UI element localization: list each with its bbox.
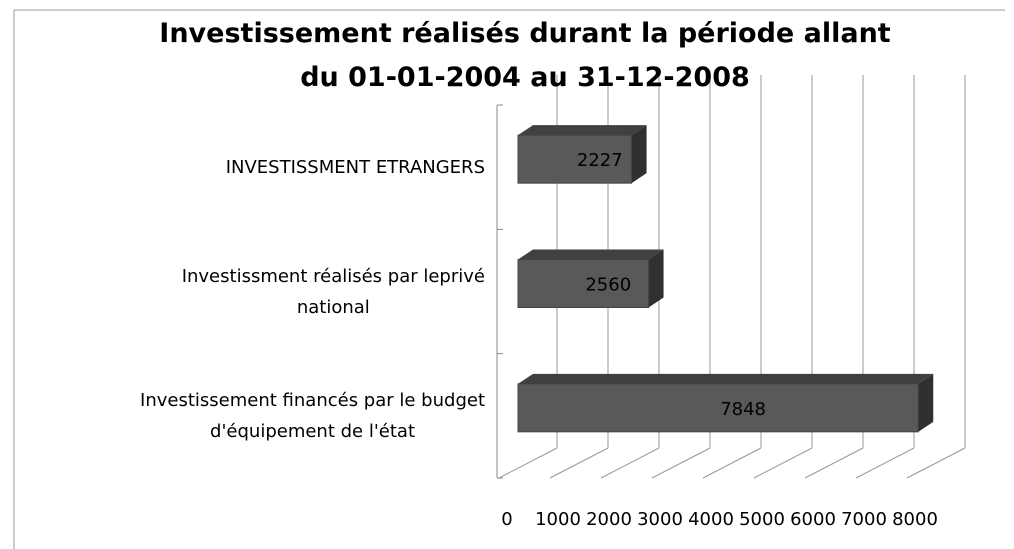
bar [517, 134, 633, 184]
bar-side [631, 125, 647, 184]
floor-line [753, 447, 813, 479]
floor-line [600, 447, 660, 479]
floor-line [549, 447, 609, 479]
x-tick-label: 1000 [535, 509, 581, 530]
y-tick-label: Investissement financés par le budget d'… [140, 389, 485, 442]
bar-top [518, 249, 664, 260]
data-label: 7848 [720, 399, 766, 420]
floor-line [906, 447, 966, 479]
bar-side [918, 373, 934, 432]
x-tick-label: 8000 [892, 509, 938, 530]
x-tick-label: 5000 [739, 509, 785, 530]
chart-title: Investissement réalisés durant la périod… [159, 18, 891, 93]
category-label-box: Investissement financés par le budget d'… [20, 385, 485, 447]
floor-line [498, 447, 558, 479]
bar [517, 383, 919, 433]
floor-line [804, 447, 864, 479]
data-label: 2227 [577, 150, 623, 171]
bar-side [648, 249, 664, 308]
x-tick-label: 3000 [637, 509, 683, 530]
x-tick-label: 0 [501, 509, 512, 530]
y-tick-label: INVESTISSMENT ETRANGERS [225, 156, 485, 178]
x-tick-label: 4000 [688, 509, 734, 530]
data-label: 2560 [585, 275, 631, 296]
bar [517, 259, 650, 308]
floor-line [702, 447, 762, 479]
frame [13, 9, 1005, 549]
floor-line [855, 447, 915, 479]
category-label-box: Investissment réalisés par leprivé natio… [20, 261, 485, 323]
bar-top [518, 125, 647, 136]
x-tick-label: 6000 [790, 509, 836, 530]
x-tick-label: 2000 [586, 509, 632, 530]
category-label-box: INVESTISSMENT ETRANGERS [20, 152, 485, 183]
y-tick-label: Investissment réalisés par leprivé natio… [181, 265, 485, 318]
x-tick-label: 7000 [841, 509, 887, 530]
floor-line [651, 447, 711, 479]
bar-top [518, 373, 934, 384]
